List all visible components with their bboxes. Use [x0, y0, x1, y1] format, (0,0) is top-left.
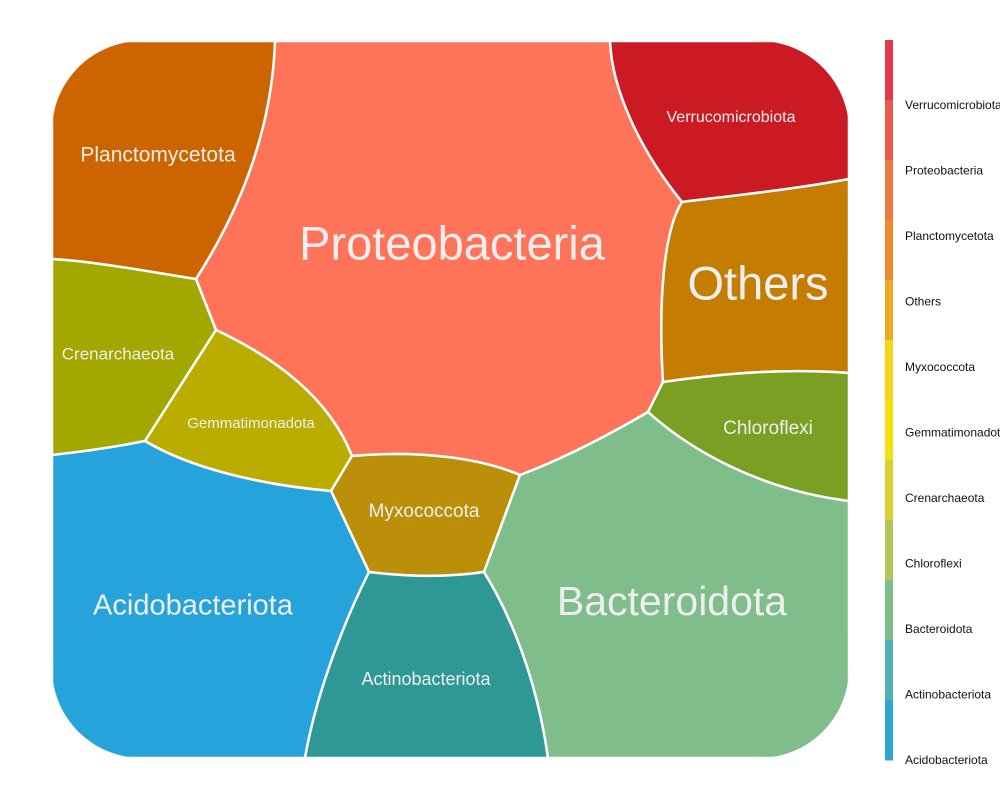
cell-label-crenarchaeota: Crenarchaeota — [62, 344, 175, 363]
legend-label-bacteroidota: Bacteroidota — [905, 622, 973, 636]
legend-label-proteobacteria: Proteobacteria — [905, 164, 983, 178]
cell-label-actinobacteriota: Actinobacteriota — [361, 669, 491, 689]
legend-label-crenarchaeota: Crenarchaeota — [905, 491, 985, 505]
legend-colorbar-segment — [885, 400, 893, 461]
legend-colorbar-segment — [885, 160, 893, 221]
legend-colorbar-segment — [885, 340, 893, 401]
legend-label-acidobacteriota: Acidobacteriota — [905, 753, 988, 767]
cell-label-others: Others — [687, 256, 828, 309]
legend-label-myxococcota: Myxococcota — [905, 360, 975, 374]
cell-label-planctomycetota: Planctomycetota — [80, 144, 236, 167]
legend-colorbar-segment — [885, 700, 893, 761]
cell-label-acidobacteriota: Acidobacteriota — [93, 590, 294, 622]
legend-colorbar-segment — [885, 280, 893, 341]
legend-label-actinobacteriota: Actinobacteriota — [905, 688, 991, 702]
legend-colorbar-segment — [885, 100, 893, 161]
cell-label-verrucomicrobiota: Verrucomicrobiota — [667, 109, 796, 126]
legend-colorbar-segment — [885, 40, 893, 101]
legend-colorbar-segment — [885, 520, 893, 581]
cell-label-gemmatimonadota: Gemmatimonadota — [187, 415, 315, 432]
treemap-labels: Proteobacteria Planctomycetota Verrucomicr… — [62, 109, 829, 689]
treemap-cells — [52, 41, 849, 758]
cell-label-proteobacteria: Proteobacteria — [299, 216, 606, 269]
legend-label-others: Others — [905, 295, 941, 309]
legend-colorbar-segment — [885, 580, 893, 641]
legend: Verrucomicrobiota Proteobacteria Planctomy… — [885, 40, 1000, 767]
legend-colorbar-segment — [885, 640, 893, 701]
legend-label-chloroflexi: Chloroflexi — [905, 557, 962, 571]
legend-label-gemmatimonadota: Gemmatimonadota — [905, 426, 1000, 440]
legend-label-planctomycetota: Planctomycetota — [905, 229, 994, 243]
legend-colorbar-segment — [885, 460, 893, 521]
legend-colorbar-segment — [885, 220, 893, 281]
cell-bacteroidota — [482, 410, 849, 758]
cell-label-bacteroidota: Bacteroidota — [557, 578, 787, 624]
legend-label-verrucomicrobiota: Verrucomicrobiota — [905, 98, 1000, 112]
cell-label-chloroflexi: Chloroflexi — [723, 418, 813, 439]
cell-label-myxococcota: Myxococcota — [369, 501, 480, 522]
